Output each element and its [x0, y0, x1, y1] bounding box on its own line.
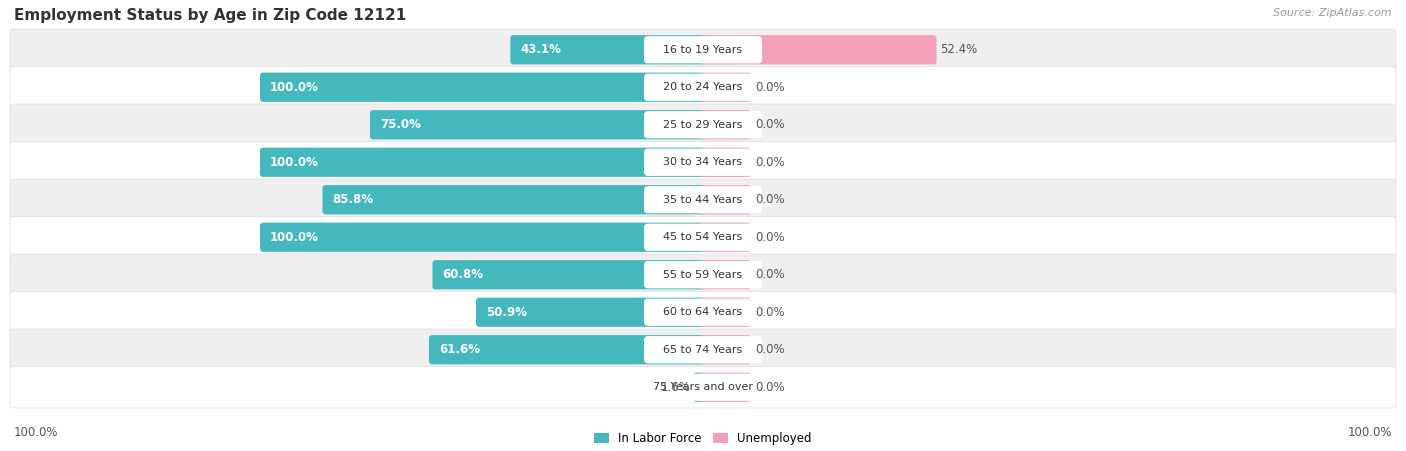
Text: 60 to 64 Years: 60 to 64 Years — [664, 307, 742, 317]
FancyBboxPatch shape — [322, 185, 706, 214]
Text: 35 to 44 Years: 35 to 44 Years — [664, 195, 742, 205]
Text: 16 to 19 Years: 16 to 19 Years — [664, 45, 742, 55]
FancyBboxPatch shape — [10, 179, 1396, 221]
FancyBboxPatch shape — [644, 111, 762, 138]
FancyBboxPatch shape — [644, 261, 762, 288]
FancyBboxPatch shape — [644, 299, 762, 326]
FancyBboxPatch shape — [644, 149, 762, 176]
FancyBboxPatch shape — [10, 254, 1396, 295]
FancyBboxPatch shape — [10, 142, 1396, 183]
FancyBboxPatch shape — [260, 223, 706, 252]
FancyBboxPatch shape — [10, 367, 1396, 408]
Text: 100.0%: 100.0% — [270, 156, 319, 169]
FancyBboxPatch shape — [700, 260, 751, 290]
FancyBboxPatch shape — [700, 298, 751, 327]
Text: 55 to 59 Years: 55 to 59 Years — [664, 270, 742, 280]
FancyBboxPatch shape — [700, 335, 751, 364]
Text: 100.0%: 100.0% — [270, 81, 319, 94]
FancyBboxPatch shape — [700, 147, 751, 177]
Text: 0.0%: 0.0% — [755, 231, 785, 244]
Text: 0.0%: 0.0% — [755, 193, 785, 206]
Text: 20 to 24 Years: 20 to 24 Years — [664, 82, 742, 92]
Text: 43.1%: 43.1% — [520, 43, 561, 56]
Text: 75 Years and over: 75 Years and over — [652, 382, 754, 392]
Text: 60.8%: 60.8% — [443, 268, 484, 281]
Text: 45 to 54 Years: 45 to 54 Years — [664, 232, 742, 242]
FancyBboxPatch shape — [644, 36, 762, 64]
Text: Employment Status by Age in Zip Code 12121: Employment Status by Age in Zip Code 121… — [14, 8, 406, 23]
FancyBboxPatch shape — [433, 260, 706, 290]
FancyBboxPatch shape — [644, 186, 762, 213]
Text: 0.0%: 0.0% — [755, 118, 785, 131]
FancyBboxPatch shape — [10, 29, 1396, 70]
Text: 0.0%: 0.0% — [755, 81, 785, 94]
Text: 25 to 29 Years: 25 to 29 Years — [664, 120, 742, 130]
FancyBboxPatch shape — [10, 104, 1396, 146]
Text: 52.4%: 52.4% — [941, 43, 977, 56]
Text: 100.0%: 100.0% — [14, 426, 59, 439]
FancyBboxPatch shape — [10, 216, 1396, 258]
FancyBboxPatch shape — [700, 35, 936, 64]
Text: 0.0%: 0.0% — [755, 268, 785, 281]
FancyBboxPatch shape — [510, 35, 706, 64]
Text: 100.0%: 100.0% — [1347, 426, 1392, 439]
Text: 0.0%: 0.0% — [755, 306, 785, 319]
FancyBboxPatch shape — [700, 73, 751, 102]
FancyBboxPatch shape — [700, 185, 751, 214]
FancyBboxPatch shape — [700, 223, 751, 252]
Text: Source: ZipAtlas.com: Source: ZipAtlas.com — [1274, 8, 1392, 18]
Text: 1.6%: 1.6% — [661, 381, 690, 394]
Text: 0.0%: 0.0% — [755, 156, 785, 169]
FancyBboxPatch shape — [644, 224, 762, 251]
Text: 50.9%: 50.9% — [486, 306, 527, 319]
Legend: In Labor Force, Unemployed: In Labor Force, Unemployed — [595, 432, 811, 445]
Text: 0.0%: 0.0% — [755, 381, 785, 394]
FancyBboxPatch shape — [429, 335, 706, 364]
FancyBboxPatch shape — [644, 336, 762, 364]
FancyBboxPatch shape — [644, 373, 762, 401]
FancyBboxPatch shape — [477, 298, 706, 327]
FancyBboxPatch shape — [644, 74, 762, 101]
FancyBboxPatch shape — [370, 110, 706, 139]
FancyBboxPatch shape — [10, 329, 1396, 371]
FancyBboxPatch shape — [260, 73, 706, 102]
Text: 85.8%: 85.8% — [332, 193, 374, 206]
FancyBboxPatch shape — [10, 66, 1396, 108]
FancyBboxPatch shape — [693, 373, 706, 402]
Text: 61.6%: 61.6% — [439, 343, 479, 356]
Text: 0.0%: 0.0% — [755, 343, 785, 356]
FancyBboxPatch shape — [700, 110, 751, 139]
Text: 30 to 34 Years: 30 to 34 Years — [664, 157, 742, 167]
FancyBboxPatch shape — [10, 291, 1396, 333]
Text: 75.0%: 75.0% — [380, 118, 420, 131]
Text: 65 to 74 Years: 65 to 74 Years — [664, 345, 742, 355]
FancyBboxPatch shape — [700, 373, 751, 402]
FancyBboxPatch shape — [260, 147, 706, 177]
Text: 100.0%: 100.0% — [270, 231, 319, 244]
